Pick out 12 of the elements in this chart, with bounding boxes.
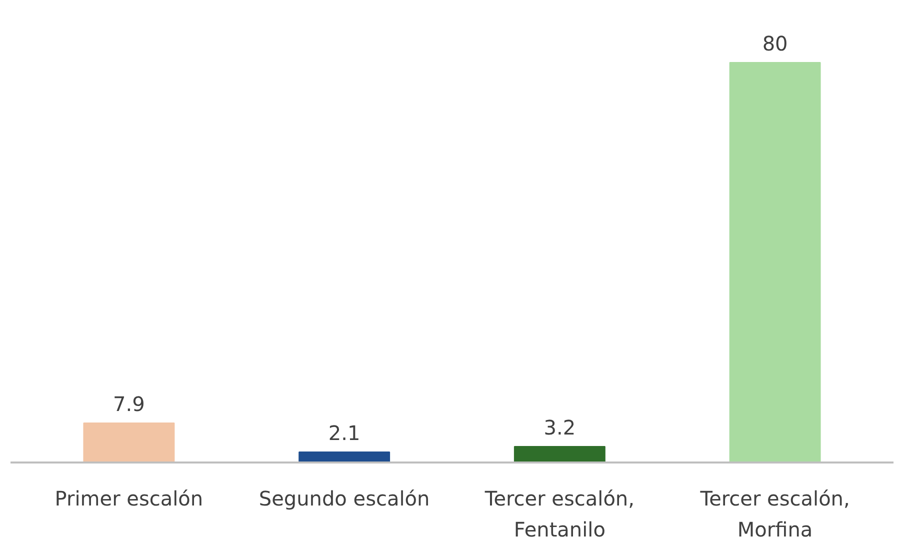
bar [298,452,390,462]
x-tick-label: Segundo escalón [258,486,430,510]
bar [83,422,175,462]
x-tick-label: Tercer escalón, Morfina [699,486,850,542]
x-tick-label: Primer escalón [54,486,204,510]
data-label: 3.2 [544,416,576,440]
bar [514,446,606,462]
data-label: 2.1 [328,421,360,445]
data-label: 80 [762,32,788,56]
x-tick-label: Tercer escalón, Fentanilo [484,486,634,542]
bar [729,62,821,462]
data-label: 7.9 [113,392,145,416]
